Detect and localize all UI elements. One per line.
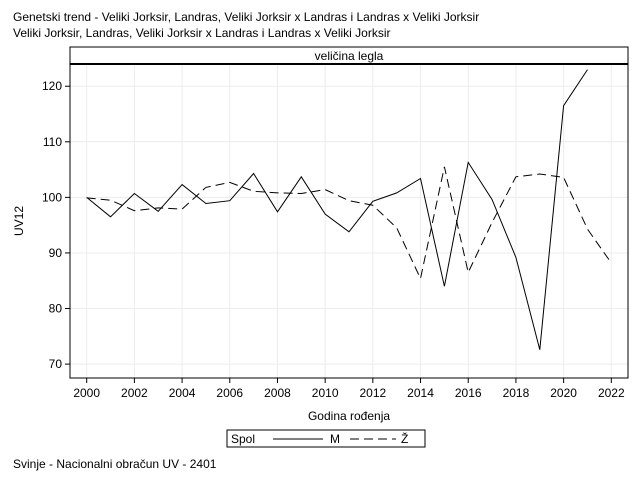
- y-tick-label: 80: [49, 302, 63, 316]
- panel-label: veličina legla: [315, 49, 384, 63]
- legend-box: [226, 429, 426, 448]
- legend-title: Spol: [231, 432, 255, 446]
- series-layer: [86, 69, 612, 350]
- y-tick-label: 70: [49, 357, 63, 371]
- y-tick-label: 120: [42, 79, 62, 93]
- x-tick-label: 2000: [73, 386, 100, 400]
- chart-subtitle: Veliki Jorksir, Landras, Veliki Jorksir …: [13, 26, 391, 40]
- x-tick-label: 2020: [550, 386, 577, 400]
- x-axis-title: Godina rođenja: [308, 409, 390, 423]
- x-tick-label: 2022: [598, 386, 625, 400]
- x-tick-label: 2006: [216, 386, 243, 400]
- y-tick-label: 100: [42, 190, 62, 204]
- x-tick-label: 2010: [312, 386, 339, 400]
- footer-note: Svinje - Nacionalni obračun UV - 2401: [13, 457, 217, 471]
- x-tick-label: 2016: [455, 386, 482, 400]
- x-tick-label: 2014: [407, 386, 434, 400]
- x-tick-label: 2008: [264, 386, 291, 400]
- x-tick-label: 2018: [503, 386, 530, 400]
- chart-title: Genetski trend - Veliki Jorksir, Landras…: [13, 10, 480, 24]
- series-line-m: [86, 69, 588, 350]
- y-axis-title: UV12: [12, 206, 26, 236]
- x-tick-label: 2004: [169, 386, 196, 400]
- y-tick-label: 90: [49, 246, 63, 260]
- x-tick-label: 2012: [359, 386, 386, 400]
- x-axis: 2000 2002 2004 2006 2008 2010 2012 2014 2016 2018…: [73, 378, 625, 400]
- x-tick-label: 2002: [121, 386, 148, 400]
- y-axis: 70 80 90 100 110 120: [42, 79, 70, 371]
- legend-label-z: Ž: [401, 431, 408, 446]
- y-tick-label: 110: [43, 135, 62, 149]
- legend-label-m: M: [330, 432, 340, 446]
- grid: [70, 64, 628, 378]
- legend: Spol M Ž: [226, 429, 426, 448]
- plot-frame: [69, 63, 629, 379]
- series-line-z: [86, 166, 612, 281]
